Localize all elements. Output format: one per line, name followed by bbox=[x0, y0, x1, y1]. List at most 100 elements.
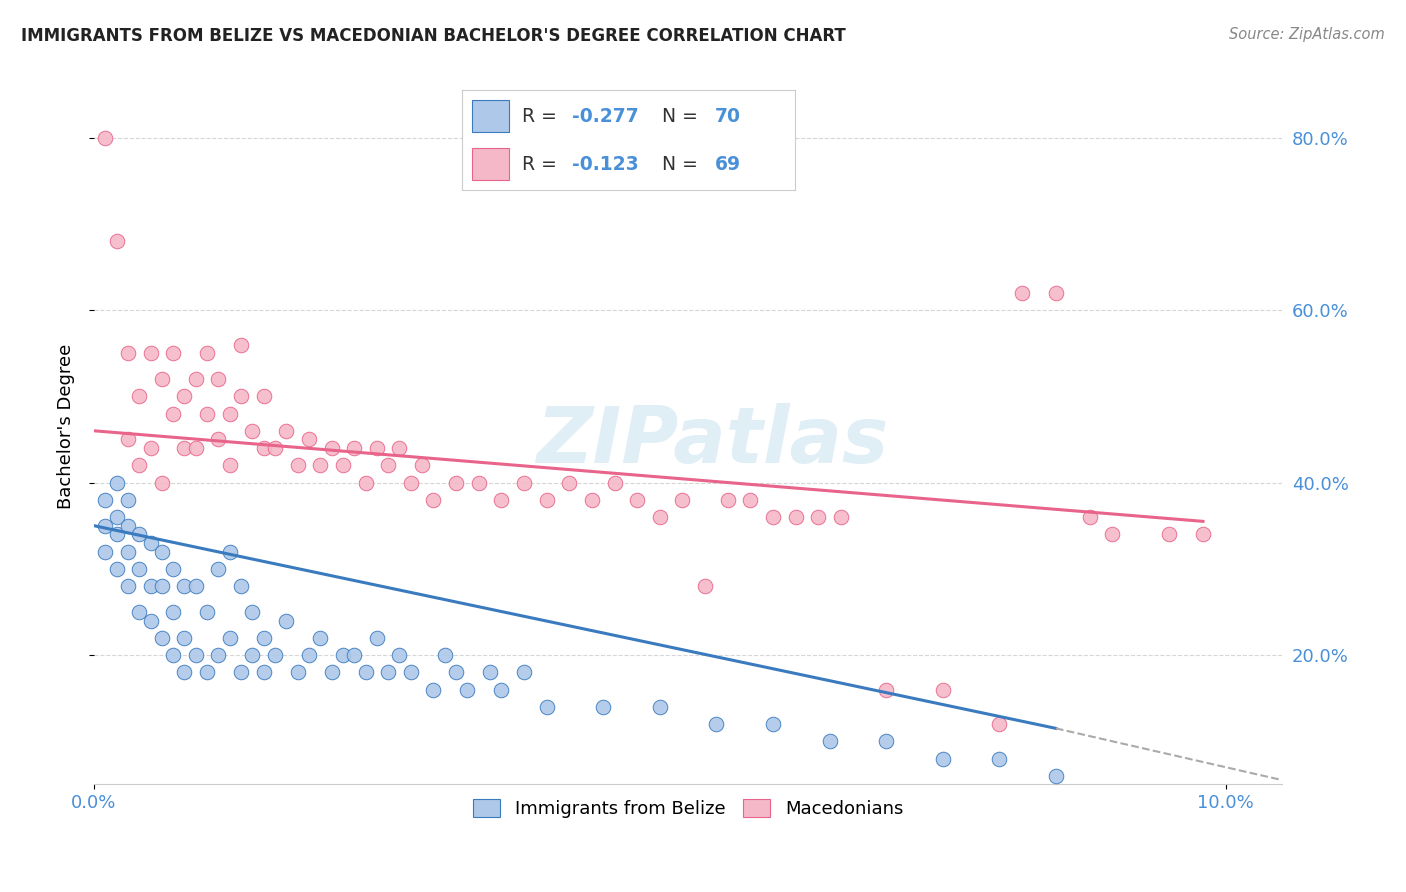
Point bbox=[988, 717, 1011, 731]
Point bbox=[762, 717, 785, 731]
Point bbox=[229, 337, 252, 351]
Point bbox=[128, 605, 150, 619]
Point bbox=[648, 510, 671, 524]
Point bbox=[399, 665, 422, 680]
Point bbox=[513, 665, 536, 680]
Point bbox=[139, 441, 162, 455]
Point bbox=[128, 458, 150, 473]
Point bbox=[467, 475, 489, 490]
Point bbox=[195, 605, 218, 619]
Point bbox=[184, 372, 207, 386]
Point bbox=[354, 475, 377, 490]
Point bbox=[309, 458, 332, 473]
Point bbox=[558, 475, 581, 490]
Point bbox=[479, 665, 502, 680]
Point bbox=[218, 407, 240, 421]
Point bbox=[162, 648, 184, 662]
Point bbox=[287, 665, 309, 680]
Point bbox=[218, 631, 240, 645]
Point bbox=[377, 458, 399, 473]
Point bbox=[276, 614, 298, 628]
Point bbox=[105, 562, 128, 576]
Point bbox=[343, 648, 366, 662]
Point bbox=[388, 648, 411, 662]
Point bbox=[94, 518, 117, 533]
Point bbox=[105, 510, 128, 524]
Point bbox=[1101, 527, 1123, 541]
Point bbox=[173, 579, 195, 593]
Point bbox=[1157, 527, 1180, 541]
Text: IMMIGRANTS FROM BELIZE VS MACEDONIAN BACHELOR'S DEGREE CORRELATION CHART: IMMIGRANTS FROM BELIZE VS MACEDONIAN BAC… bbox=[21, 27, 846, 45]
Point bbox=[444, 475, 467, 490]
Point bbox=[536, 699, 558, 714]
Point bbox=[150, 544, 173, 558]
Point bbox=[195, 665, 218, 680]
Point bbox=[105, 527, 128, 541]
Point bbox=[264, 441, 287, 455]
Point bbox=[94, 544, 117, 558]
Point bbox=[150, 475, 173, 490]
Point bbox=[1011, 285, 1033, 300]
Point bbox=[332, 648, 354, 662]
Point bbox=[354, 665, 377, 680]
Point bbox=[207, 648, 229, 662]
Point bbox=[411, 458, 433, 473]
Point bbox=[1078, 510, 1101, 524]
Point bbox=[1192, 527, 1215, 541]
Point bbox=[240, 605, 263, 619]
Point bbox=[264, 648, 287, 662]
Point bbox=[931, 682, 953, 697]
Point bbox=[321, 441, 343, 455]
Point bbox=[184, 648, 207, 662]
Point bbox=[117, 544, 139, 558]
Point bbox=[388, 441, 411, 455]
Point bbox=[1045, 769, 1067, 783]
Point bbox=[422, 492, 444, 507]
Point bbox=[207, 433, 229, 447]
Point bbox=[253, 389, 276, 403]
Point bbox=[830, 510, 852, 524]
Point bbox=[229, 389, 252, 403]
Point bbox=[343, 441, 366, 455]
Point bbox=[117, 579, 139, 593]
Point bbox=[626, 492, 648, 507]
Point bbox=[139, 536, 162, 550]
Point bbox=[648, 699, 671, 714]
Point bbox=[150, 631, 173, 645]
Point bbox=[366, 631, 388, 645]
Point bbox=[253, 441, 276, 455]
Point bbox=[603, 475, 626, 490]
Point bbox=[988, 751, 1011, 765]
Point bbox=[195, 346, 218, 360]
Point bbox=[456, 682, 478, 697]
Point bbox=[218, 458, 240, 473]
Point bbox=[693, 579, 716, 593]
Point bbox=[184, 579, 207, 593]
Point bbox=[128, 562, 150, 576]
Point bbox=[162, 407, 184, 421]
Point bbox=[150, 579, 173, 593]
Point bbox=[513, 475, 536, 490]
Point bbox=[139, 614, 162, 628]
Point bbox=[229, 665, 252, 680]
Point bbox=[117, 492, 139, 507]
Point bbox=[162, 605, 184, 619]
Point bbox=[592, 699, 614, 714]
Point bbox=[491, 492, 513, 507]
Point bbox=[218, 544, 240, 558]
Point bbox=[706, 717, 728, 731]
Point bbox=[139, 346, 162, 360]
Point bbox=[366, 441, 388, 455]
Point bbox=[162, 346, 184, 360]
Text: Source: ZipAtlas.com: Source: ZipAtlas.com bbox=[1229, 27, 1385, 42]
Point bbox=[207, 562, 229, 576]
Point bbox=[581, 492, 603, 507]
Point bbox=[117, 518, 139, 533]
Point bbox=[94, 130, 117, 145]
Point bbox=[491, 682, 513, 697]
Point bbox=[671, 492, 693, 507]
Point bbox=[377, 665, 399, 680]
Point bbox=[276, 424, 298, 438]
Point bbox=[173, 389, 195, 403]
Point bbox=[931, 751, 953, 765]
